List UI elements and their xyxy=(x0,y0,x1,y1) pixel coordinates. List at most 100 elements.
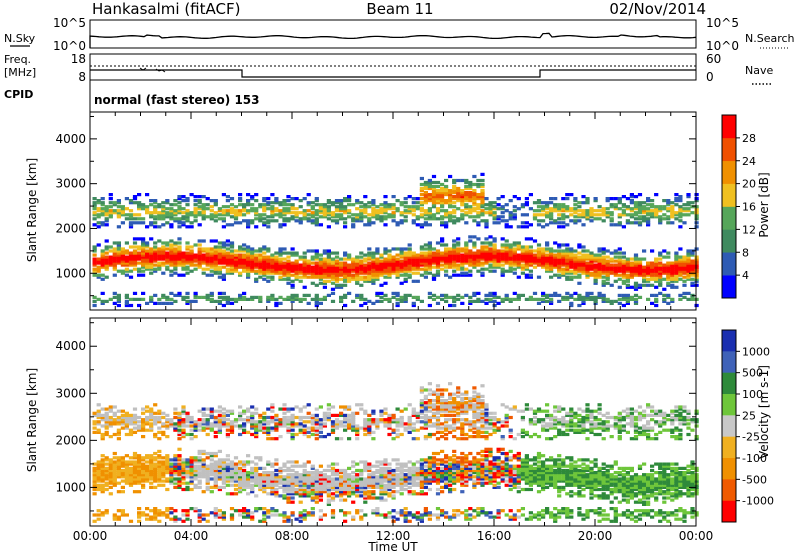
scatter-cell xyxy=(431,273,437,277)
scatter-cell xyxy=(520,267,525,271)
scatter-cell xyxy=(104,420,109,424)
scatter-cell xyxy=(310,205,315,209)
scatter-cell xyxy=(112,247,117,251)
scatter-cell xyxy=(343,207,348,211)
scatter-cell xyxy=(294,269,299,273)
scatter-cell xyxy=(371,251,376,255)
scatter-cell xyxy=(375,265,380,269)
scatter-cell xyxy=(209,199,214,203)
scatter-cell xyxy=(452,186,457,191)
scatter-cell xyxy=(298,477,303,481)
scatter-cell xyxy=(262,511,267,515)
scatter-cell xyxy=(278,424,283,428)
scatter-cell xyxy=(100,458,105,462)
scatter-cell xyxy=(674,217,679,221)
scatter-cell xyxy=(334,199,340,203)
scatter-cell xyxy=(242,509,247,513)
scatter-cell xyxy=(650,267,655,271)
scatter-cell xyxy=(149,263,154,267)
scatter-cell xyxy=(532,213,538,217)
scatter-cell xyxy=(343,225,348,229)
scatter-cell xyxy=(670,271,675,275)
scatter-cell xyxy=(633,221,639,225)
scatter-cell xyxy=(286,477,291,481)
scatter-cell xyxy=(318,473,323,477)
scatter-cell xyxy=(460,215,465,219)
scatter-cell xyxy=(225,473,230,477)
scatter-cell xyxy=(266,197,271,201)
scatter-cell xyxy=(633,293,639,297)
scatter-cell xyxy=(169,225,174,229)
scatter-cell xyxy=(415,207,420,211)
scatter-cell xyxy=(104,211,109,215)
scatter-cell xyxy=(290,265,295,269)
scatter-cell xyxy=(298,473,303,477)
scatter-cell xyxy=(92,269,97,273)
scatter-cell xyxy=(286,500,291,504)
scatter-cell xyxy=(266,492,271,496)
scatter-cell xyxy=(419,247,424,251)
scatter-cell xyxy=(189,221,194,225)
scatter-cell xyxy=(205,267,210,271)
scatter-cell xyxy=(431,213,437,217)
scatter-cell xyxy=(282,257,287,261)
scatter-cell xyxy=(229,471,235,475)
scatter-cell xyxy=(189,432,194,437)
scatter-cell xyxy=(516,253,521,257)
scatter-cell xyxy=(181,464,186,468)
scatter-cell xyxy=(92,245,97,249)
scatter-cell xyxy=(197,253,202,257)
scatter-cell xyxy=(282,261,287,265)
scatter-cell xyxy=(314,209,319,213)
scatter-cell xyxy=(254,420,259,424)
scatter-cell xyxy=(411,197,416,201)
scatter-cell xyxy=(238,265,243,269)
scatter-cell xyxy=(185,209,190,213)
scatter-cell xyxy=(137,261,142,265)
scatter-cell xyxy=(650,269,655,273)
scatter-cell xyxy=(314,494,319,498)
scatter-cell xyxy=(557,225,562,229)
scatter-cell xyxy=(399,211,404,215)
scatter-cell xyxy=(181,481,186,485)
scatter-cell xyxy=(246,473,251,477)
scatter-cell xyxy=(581,265,586,269)
scatter-cell xyxy=(149,515,154,519)
scatter-cell xyxy=(205,261,210,265)
scatter-cell xyxy=(229,265,235,269)
scatter-cell xyxy=(629,215,634,219)
scatter-cell xyxy=(177,420,182,424)
scatter-cell xyxy=(157,519,162,523)
scatter-cell xyxy=(326,490,331,494)
scatter-cell xyxy=(395,247,400,251)
scatter-cell xyxy=(108,297,113,301)
scatter-cell xyxy=(262,415,267,420)
scatter-cell xyxy=(242,203,247,207)
scatter-cell xyxy=(605,249,610,253)
scatter-cell xyxy=(270,437,275,441)
scatter-cell xyxy=(682,295,687,299)
scatter-cell xyxy=(310,219,315,223)
scatter-cell xyxy=(217,247,222,251)
scatter-cell xyxy=(355,265,360,269)
scatter-cell xyxy=(112,273,117,277)
scatter-cell xyxy=(318,426,323,430)
scatter-cell xyxy=(585,257,590,261)
scatter-cell xyxy=(541,255,546,259)
scatter-cell xyxy=(508,211,513,215)
scatter-cell xyxy=(532,209,538,213)
scatter-cell xyxy=(197,451,202,456)
scatter-cell xyxy=(217,415,222,420)
scatter-cell xyxy=(666,271,671,275)
scatter-cell xyxy=(444,225,449,229)
scatter-cell xyxy=(112,466,117,470)
scatter-cell xyxy=(476,213,481,217)
scatter-cell xyxy=(185,199,190,203)
scatter-cell xyxy=(561,249,566,253)
scatter-cell xyxy=(512,251,517,255)
scatter-cell xyxy=(334,263,340,267)
scatter-cell xyxy=(650,293,655,297)
scatter-cell xyxy=(609,263,614,267)
scatter-cell xyxy=(238,209,243,213)
scatter-cell xyxy=(395,207,400,211)
